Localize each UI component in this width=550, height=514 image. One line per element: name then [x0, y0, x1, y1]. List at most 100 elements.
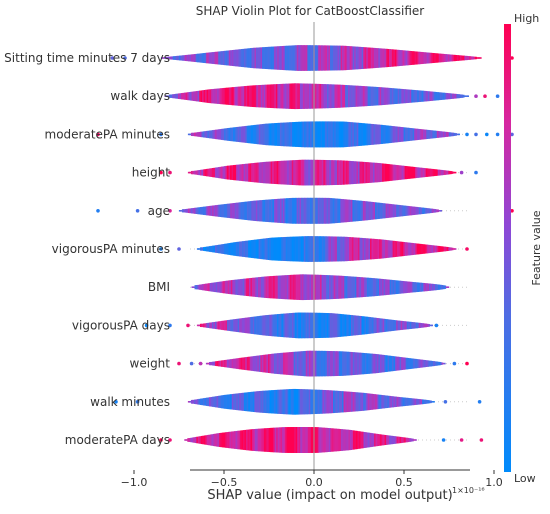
violin-slice [375, 354, 378, 374]
violin-slice [357, 161, 361, 184]
violin-slice [346, 199, 349, 223]
violin-slice [298, 197, 301, 224]
violin-slice [379, 354, 383, 373]
violin-slice [431, 168, 434, 177]
violin-slice [217, 88, 220, 104]
violin-slice [335, 275, 338, 299]
violin-slice [380, 434, 383, 446]
violin-slice [391, 49, 395, 67]
violin-slice [319, 197, 322, 224]
feature-label: moderatePA minutes [45, 127, 170, 141]
violin-slice [370, 123, 373, 145]
violin-slice [411, 398, 414, 406]
violin-slice [305, 121, 308, 148]
violin-slice [474, 56, 478, 60]
violin-slice [214, 433, 217, 447]
violin-slice [205, 283, 208, 291]
violin-slice [315, 274, 318, 300]
violin-slice [411, 438, 414, 442]
violin-slice [342, 236, 346, 262]
violin-slice [191, 91, 194, 101]
outlier-point [434, 323, 439, 328]
violin-slice [382, 395, 385, 409]
violin-slice [414, 398, 417, 405]
violin-slice [279, 160, 282, 185]
violin-slice [326, 275, 329, 300]
violin-slice [239, 357, 242, 370]
violin-slice [346, 85, 349, 108]
violin-slice [437, 361, 440, 366]
violin-slice [335, 236, 338, 262]
violin-slice [316, 83, 319, 109]
violin-slice [240, 241, 243, 257]
violin-slice [394, 88, 397, 104]
violin-slice [380, 163, 383, 182]
violin-slice [355, 46, 358, 70]
violin-slice [342, 45, 345, 71]
violin-slice [258, 355, 261, 372]
violin-slice [412, 322, 415, 329]
violin-slice [406, 127, 409, 142]
violin-slice [249, 391, 252, 412]
violin-slice [391, 279, 394, 295]
violin-slice [323, 312, 326, 338]
violin-slice [338, 236, 341, 262]
violin-slice [212, 205, 215, 217]
violin-slice [207, 52, 210, 64]
violin-slice [198, 170, 201, 176]
outlier-point [96, 132, 100, 137]
violin-slice [287, 313, 290, 338]
violin-slice [245, 85, 248, 107]
violin-slice [266, 390, 269, 414]
violin-slice [334, 45, 337, 71]
violin-slice [260, 355, 263, 373]
violin-slice [202, 247, 206, 251]
violin-slice [328, 428, 331, 452]
violin-slice [408, 50, 411, 66]
violin-slice [418, 167, 421, 178]
violin-slice [277, 427, 280, 453]
violin-slice [276, 275, 279, 299]
violin-slice [282, 122, 286, 147]
violin-slice [269, 390, 272, 414]
violin-slice [403, 281, 406, 294]
violin-slice [198, 398, 201, 405]
violin-slice [413, 398, 416, 406]
outlier-point [198, 361, 203, 366]
violin-slice [375, 433, 378, 447]
violin-slice [352, 352, 355, 376]
violin-slice [425, 283, 429, 292]
violin-slice [434, 361, 437, 366]
violin-slice [257, 355, 260, 372]
violin-slice [342, 391, 345, 413]
violin-slice [319, 121, 322, 148]
violin-slice [328, 121, 331, 148]
violin-slice [237, 164, 240, 181]
violin-slice [195, 53, 198, 63]
violin-slice [423, 323, 426, 328]
violin-slice [359, 122, 362, 146]
violin-slice [354, 352, 357, 375]
violin-slice [252, 163, 255, 183]
violin-slice [382, 239, 385, 259]
outlier-point [474, 132, 478, 137]
violin-slice [193, 132, 197, 137]
violin-slice [185, 92, 188, 100]
outlier-point [186, 323, 190, 328]
violin-slice [343, 121, 346, 148]
violin-slice [241, 86, 244, 107]
violin-slice [374, 433, 377, 447]
violin-slice [275, 353, 278, 374]
violin-slice [376, 202, 379, 220]
violin-slice [354, 430, 357, 450]
violin-slice [236, 279, 239, 295]
violin-slice [332, 236, 335, 262]
violin-slice [210, 52, 213, 64]
violin-slice [456, 55, 459, 61]
violin-slice [427, 208, 430, 214]
violin-slice [397, 204, 400, 217]
violin-slice [249, 163, 252, 182]
violin-slice [426, 52, 429, 64]
violin-slice [251, 356, 254, 371]
violin-slice [333, 275, 336, 299]
